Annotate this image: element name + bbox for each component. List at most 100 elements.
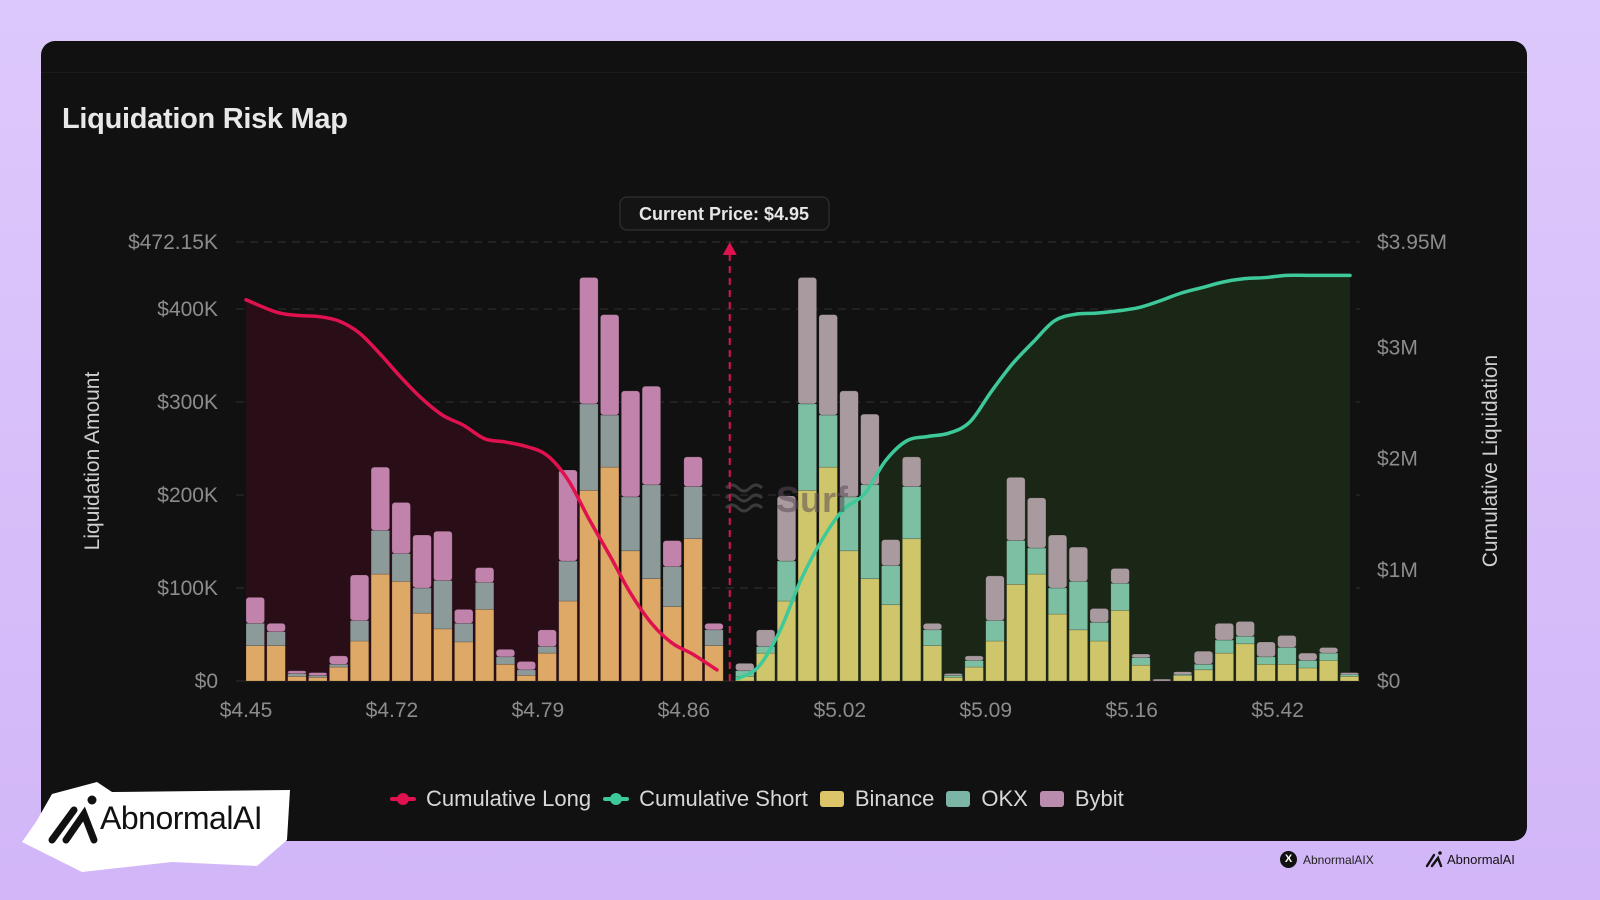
y-tick-label: $200K <box>157 484 218 507</box>
legend-swatch-binance <box>819 791 844 807</box>
bar-okx <box>641 484 661 580</box>
bar-okx <box>620 496 641 552</box>
abnormal-logo-icon <box>48 806 98 844</box>
bar-bybit <box>662 540 682 567</box>
footer-brand: AbnormalAI <box>1424 850 1515 868</box>
legend: Cumulative Long Cumulative Short Binance… <box>390 786 1136 812</box>
x-tick-label: $4.72 <box>366 699 419 722</box>
bar-bybit <box>1235 621 1255 637</box>
footer-brand-text: AbnormalAI <box>1447 851 1515 867</box>
bar-binance <box>370 573 390 682</box>
bar-okx <box>287 673 307 677</box>
bar-binance <box>1173 675 1193 682</box>
bar-okx <box>683 486 703 540</box>
x-tick-label: $5.42 <box>1251 699 1304 722</box>
legend-bybit[interactable]: Bybit <box>1039 786 1124 812</box>
bar-bybit <box>516 661 536 671</box>
bar-okx <box>370 530 390 575</box>
bar-bybit <box>308 672 328 676</box>
brand-badge <box>22 782 290 872</box>
bar-okx <box>495 656 516 665</box>
bar-okx <box>245 623 265 646</box>
bar-okx <box>454 623 474 643</box>
bar-okx <box>922 629 943 646</box>
bar-okx <box>1089 622 1109 642</box>
bar-okx <box>797 403 817 491</box>
bar-binance <box>641 578 661 682</box>
bar-okx <box>902 486 922 540</box>
bar-okx <box>1006 540 1026 585</box>
bar-bybit <box>495 649 516 658</box>
bar-bybit <box>1131 653 1151 659</box>
bar-binance <box>1193 669 1214 682</box>
x-tick-label: $5.16 <box>1105 699 1158 722</box>
bar-okx <box>1027 547 1047 575</box>
y-tick-label: $400K <box>157 298 218 321</box>
bar-bybit <box>964 655 984 661</box>
y-tick-label: $0 <box>195 670 218 693</box>
x-tick-label: $5.09 <box>959 699 1012 722</box>
legend-binance[interactable]: Binance <box>819 786 934 812</box>
bars <box>245 277 1359 682</box>
x-tick-label: $4.45 <box>220 699 273 722</box>
bar-bybit <box>922 623 943 631</box>
footer-x-handle[interactable]: X AbnormalAIX <box>1280 851 1374 868</box>
bar-binance <box>475 609 495 682</box>
waves-icon <box>724 483 764 513</box>
legend-okx[interactable]: OKX <box>946 786 1028 812</box>
bar-okx <box>964 660 984 668</box>
bar-binance <box>329 666 349 682</box>
bar-binance <box>1214 652 1234 682</box>
card-divider <box>41 72 1527 73</box>
cumulative-lines <box>244 273 1352 681</box>
bar-bybit <box>1152 678 1172 682</box>
bar-bybit <box>1256 641 1276 658</box>
legend-short-line-icon <box>603 793 630 805</box>
bar-binance <box>1339 676 1359 682</box>
bar-binance <box>1110 610 1130 682</box>
legend-cumulative-long[interactable]: Cumulative Long <box>390 786 591 812</box>
bar-bybit <box>1048 534 1068 589</box>
current-price-label: Current Price: $4.95 <box>619 196 830 231</box>
bar-binance <box>433 628 453 682</box>
bar-binance <box>1006 584 1026 682</box>
x-axis-ticks: $4.45 $4.72 $4.79 $4.86 $5.02 $5.09 $5.16 $5.42 <box>220 699 1304 722</box>
bar-okx <box>1319 652 1339 661</box>
bar-bybit <box>537 629 557 647</box>
bar-bybit <box>641 385 661 486</box>
bar-bybit <box>704 623 724 631</box>
left-axis-title: Liquidation Amount <box>81 372 104 551</box>
bar-binance <box>860 578 880 682</box>
bar-okx <box>1131 657 1151 666</box>
legend-long-line-icon <box>390 793 416 805</box>
brand-badge-text: AbnormalAI <box>100 800 263 836</box>
bar-bybit <box>329 655 349 665</box>
bar-okx <box>860 484 880 580</box>
x-tick-label: $4.79 <box>512 699 565 722</box>
left-axis-ticks: $0 $100K $200K $300K $400K $472.15K <box>128 231 218 693</box>
bar-bybit <box>881 539 901 567</box>
bar-binance <box>287 676 307 682</box>
x-logo-icon: X <box>1280 851 1297 868</box>
bar-okx <box>1235 636 1255 645</box>
bar-okx <box>1298 660 1318 669</box>
bar-binance <box>1048 613 1068 682</box>
bar-binance <box>558 600 578 682</box>
bar-bybit <box>1298 652 1318 661</box>
bar-binance <box>412 612 432 682</box>
bar-okx <box>662 566 682 607</box>
bar-binance <box>964 666 984 682</box>
bar-bybit <box>433 531 453 581</box>
bar-okx <box>475 582 495 610</box>
bar-binance <box>943 676 963 682</box>
abnormal-logo-small-icon <box>1425 851 1443 868</box>
bar-binance <box>1256 663 1276 682</box>
bar-bybit <box>600 314 620 416</box>
bar-okx <box>329 663 349 668</box>
bar-bybit <box>1173 671 1193 675</box>
bar-bybit <box>1277 635 1297 648</box>
legend-cumulative-short[interactable]: Cumulative Short <box>603 786 808 812</box>
legend-label: OKX <box>981 786 1028 811</box>
bar-bybit <box>902 456 922 487</box>
